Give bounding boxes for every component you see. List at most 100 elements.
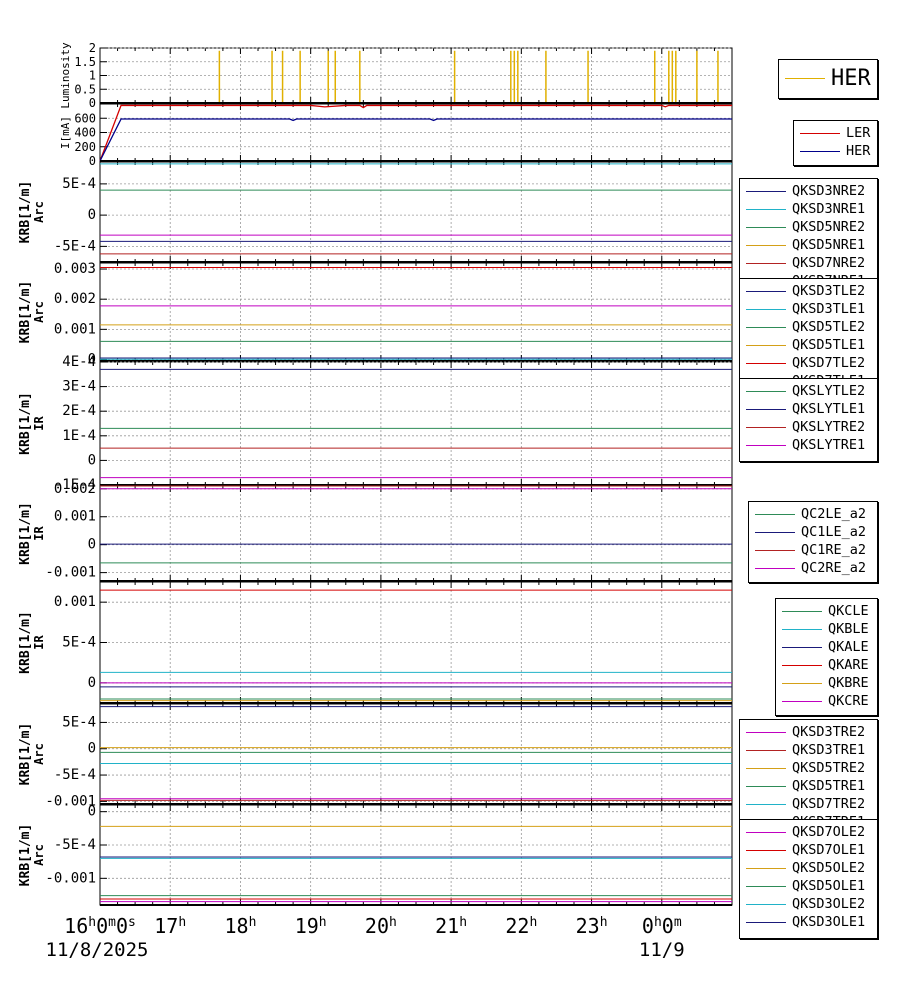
legend-label: QKSD7TRE2 (792, 796, 866, 812)
legend-label: QKSD7NRE2 (792, 255, 866, 271)
legend-swatch (746, 885, 786, 887)
legend: QKCLE QKBLE QKALE QKARE QKBRE QKCRE (775, 598, 878, 716)
y-tick-label: 0 (88, 452, 96, 468)
legend-entry: HER (785, 63, 871, 93)
legend-label: QKSD5NRE2 (792, 219, 866, 235)
legend-entry: QKSD3TRE2 (746, 723, 871, 741)
legend-entry: QKSD7TLE2 (746, 354, 871, 372)
legend-label: QC2LE_a2 (801, 506, 867, 522)
x-tick-label: 23h (576, 914, 608, 938)
legend-entry: QKSD3TRE1 (746, 741, 871, 759)
x-tick-label: 19h (295, 914, 327, 938)
y-axis-label: Luminosity (59, 42, 72, 109)
panel-frame (99, 703, 733, 805)
y-tick-label: 400 (74, 126, 96, 140)
legend-label: QKSD3NRE2 (792, 183, 866, 199)
legend-entry: QKSLYTLE2 (746, 382, 871, 400)
y-tick-label: 0 (89, 96, 96, 110)
legend-label: QKCLE (828, 603, 869, 619)
panel-frame (99, 804, 733, 906)
x-date-label: 11/8/2025 (46, 939, 149, 961)
y-axis-sublabel: Arc (32, 301, 46, 323)
legend-swatch (746, 921, 786, 923)
legend-swatch (746, 444, 786, 446)
y-tick-label: 0 (88, 537, 96, 553)
legend: QC2LE_a2 QC1LE_a2 QC1RE_a2 QC2RE_a2 (748, 501, 878, 583)
y-tick-label: -0.001 (45, 565, 96, 581)
legend-swatch (800, 132, 840, 134)
series-line (99, 104, 732, 162)
legend-entry: QKSLYTRE2 (746, 418, 871, 436)
legend-swatch (746, 767, 786, 769)
y-tick-label: 1.5 (74, 55, 96, 69)
y-axis-label: KRB[1/m] (18, 502, 33, 565)
legend-swatch (746, 326, 786, 328)
legend-entry: QKALE (782, 638, 871, 656)
y-axis-label: KRB[1/m] (18, 281, 33, 344)
y-axis-label: KRB[1/m] (18, 392, 33, 455)
y-tick-label: 1E-4 (62, 428, 96, 444)
legend-swatch (746, 262, 786, 264)
y-tick-label: 0.001 (54, 594, 96, 610)
y-tick-label: 0 (88, 804, 96, 820)
legend-label: QKARE (828, 657, 869, 673)
legend-label: QKCRE (828, 693, 869, 709)
legend-entry: QKSD5NRE1 (746, 236, 871, 254)
y-tick-label: 0.001 (54, 509, 96, 525)
legend-label: QKSD5TLE1 (792, 337, 866, 353)
legend-entry: QKBLE (782, 620, 871, 638)
legend-swatch (746, 785, 786, 787)
panel-frame (99, 361, 733, 486)
panel-frame (99, 485, 733, 582)
legend-entry: QKSD3NRE1 (746, 200, 871, 218)
legend-swatch (755, 531, 795, 533)
legend-entry: HER (800, 142, 871, 160)
legend-label: QKSD3TLE1 (792, 301, 866, 317)
y-axis-sublabel: Arc (32, 201, 46, 223)
y-tick-label: 0.002 (54, 291, 96, 307)
legend-label: HER (831, 65, 871, 91)
legend-swatch (746, 408, 786, 410)
y-tick-label: 0 (89, 154, 96, 168)
y-tick-label: 2E-4 (62, 403, 96, 419)
y-tick-label: 0.003 (54, 261, 96, 277)
legend-swatch (746, 803, 786, 805)
legend-label: QKSLYTLE2 (792, 383, 866, 399)
legend-entry: QKBRE (782, 674, 871, 692)
legend-label: QKSD5TRE2 (792, 760, 866, 776)
y-tick-label: 600 (74, 111, 96, 125)
legend-swatch (746, 426, 786, 428)
y-axis-sublabel: IR (32, 526, 46, 541)
legend-swatch (746, 831, 786, 833)
legend-label: QKSD5OLE1 (792, 878, 866, 894)
legend-entry: QKSLYTRE1 (746, 436, 871, 454)
y-tick-label: -5E-4 (54, 238, 96, 254)
y-axis-sublabel: IR (32, 416, 46, 431)
y-axis-sublabel: Arc (32, 844, 46, 866)
y-tick-label: -1E-4 (54, 477, 96, 493)
legend-label: HER (846, 143, 871, 159)
legend-label: QKSLYTRE1 (792, 437, 866, 453)
legend-swatch (746, 867, 786, 869)
x-date-label: 11/9 (639, 939, 685, 961)
legend-swatch (782, 610, 822, 612)
legend-swatch (782, 646, 822, 648)
y-axis-sublabel: IR (32, 635, 46, 650)
legend-swatch (785, 77, 825, 79)
legend-entry: QKSD3OLE1 (746, 913, 871, 931)
legend-entry: QKSD5TLE1 (746, 336, 871, 354)
legend-label: QKSD3OLE2 (792, 896, 866, 912)
y-tick-label: -0.001 (45, 793, 96, 809)
legend-label: QKALE (828, 639, 869, 655)
legend-swatch (782, 664, 822, 666)
legend-entry: QC1LE_a2 (755, 523, 871, 541)
legend-entry: QKSD7NRE2 (746, 254, 871, 272)
legend-label: QC1LE_a2 (801, 524, 867, 540)
y-axis-sublabel: Arc (32, 743, 46, 765)
legend-label: QKSD5TLE2 (792, 319, 866, 335)
legend-swatch (746, 208, 786, 210)
y-tick-label: 0 (88, 741, 96, 757)
legend-swatch (782, 700, 822, 702)
legend-swatch (800, 150, 840, 152)
